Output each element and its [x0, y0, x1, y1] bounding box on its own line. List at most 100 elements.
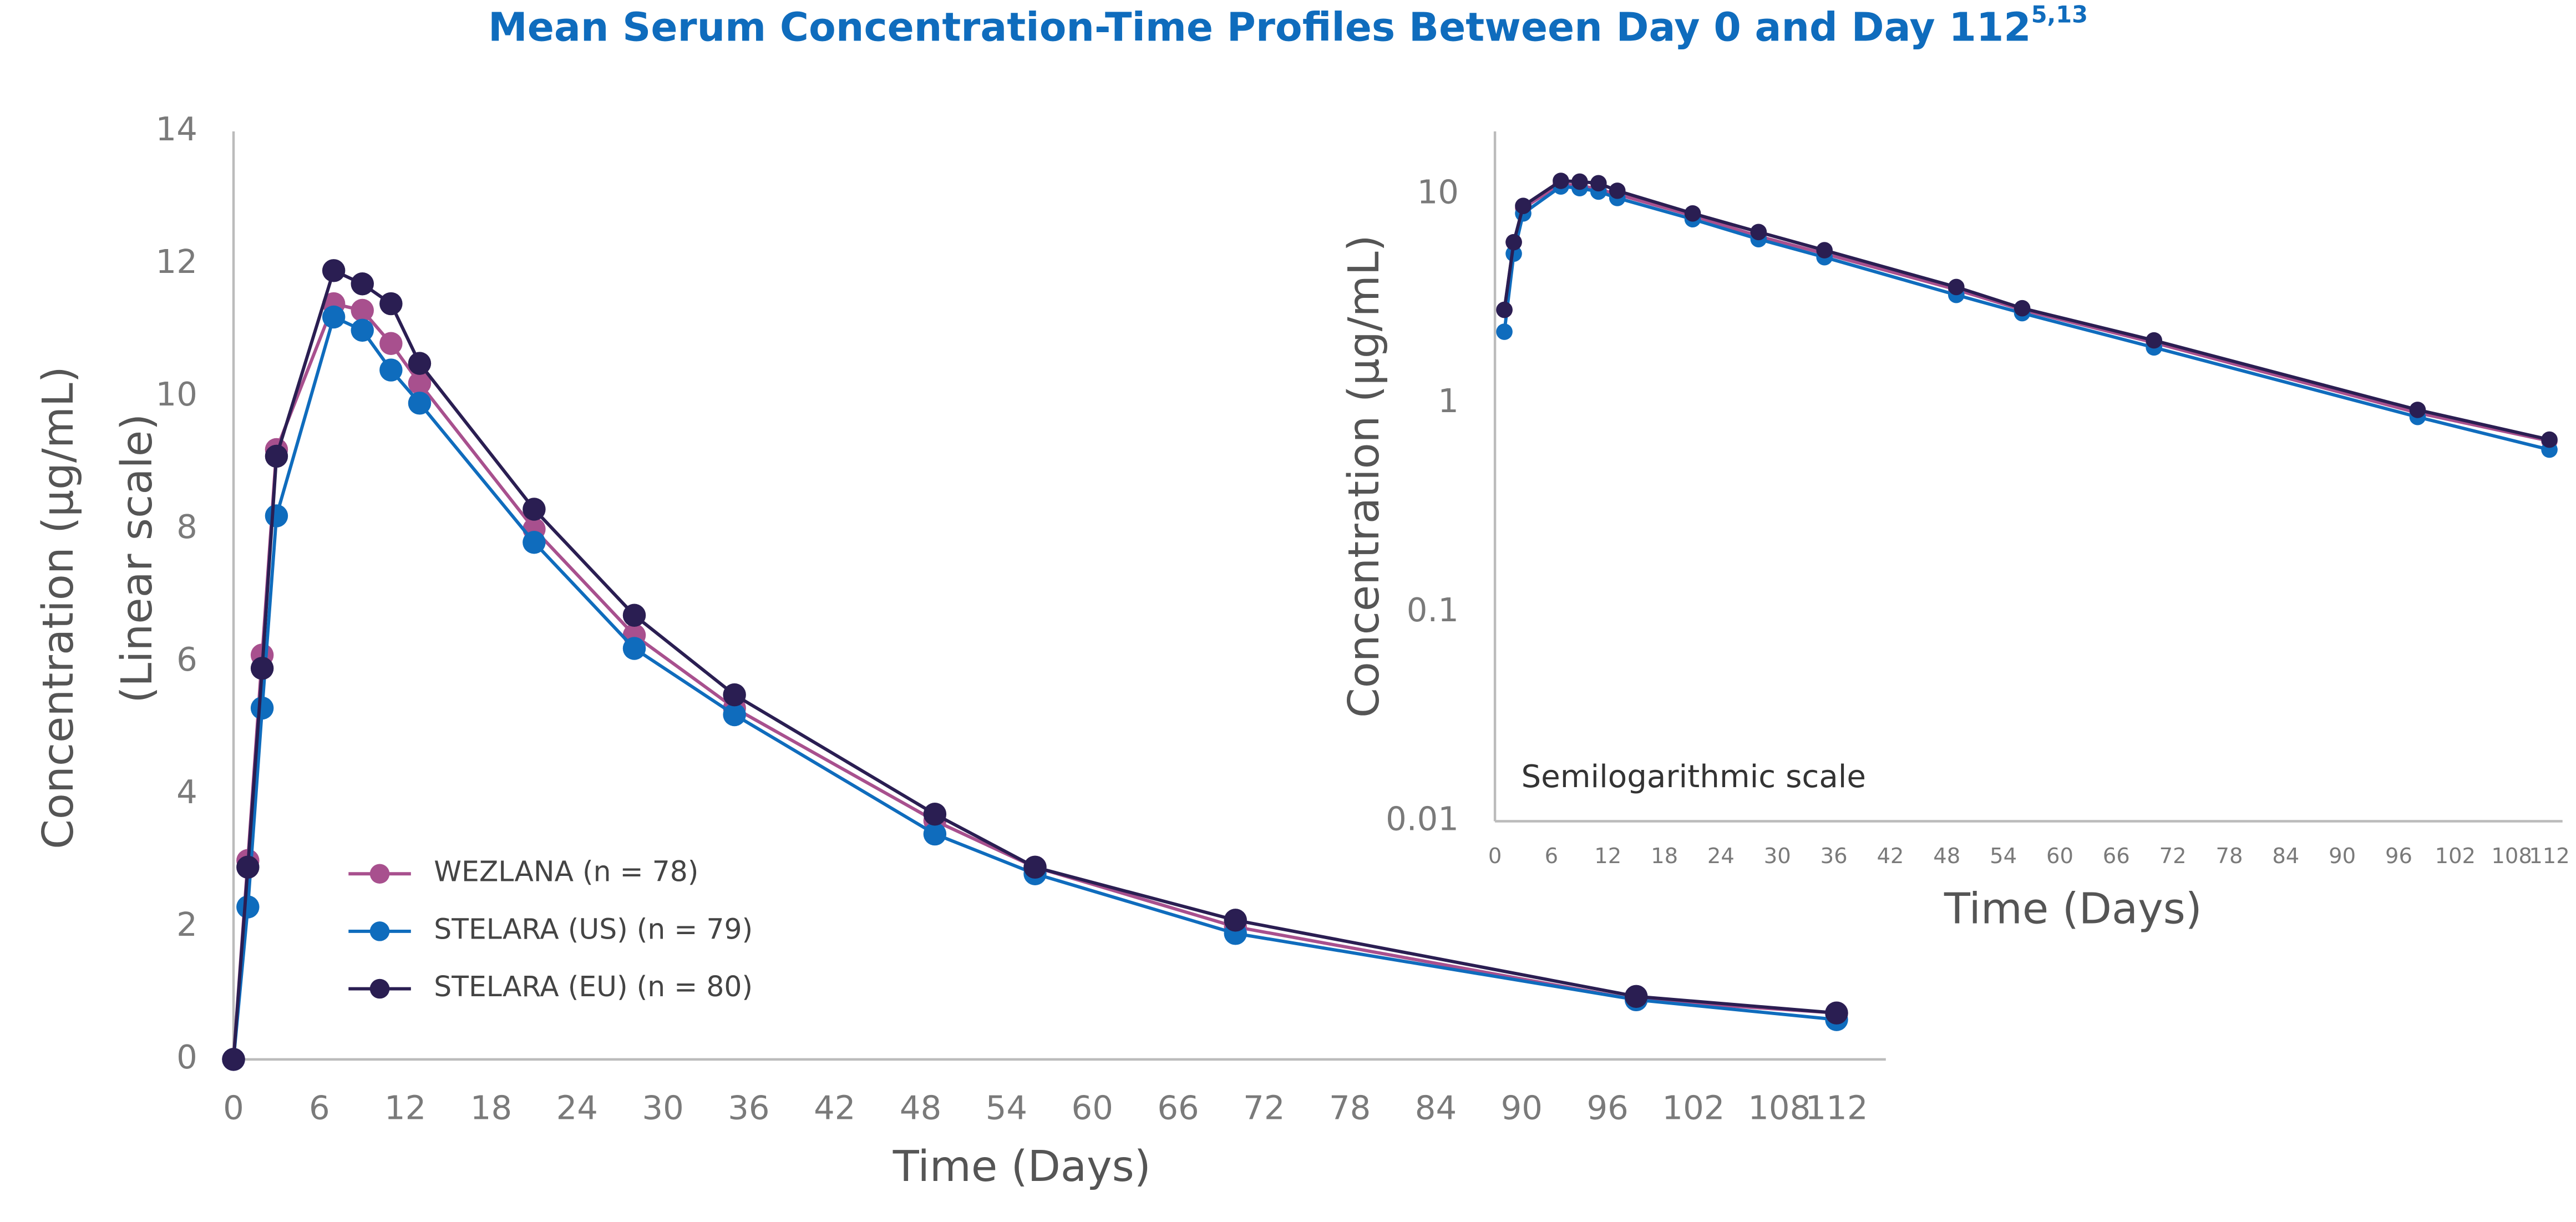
- x-tick-label: 6: [309, 1089, 330, 1127]
- x-axis-title: Time (Days): [1944, 884, 2202, 934]
- data-point: [1590, 175, 1607, 192]
- x-tick-label: 24: [556, 1089, 598, 1127]
- x-tick-label: 36: [728, 1089, 769, 1127]
- data-point: [351, 318, 374, 342]
- data-point: [622, 637, 646, 660]
- data-point: [2014, 300, 2031, 317]
- data-point: [250, 657, 274, 680]
- x-tick-label: 84: [2272, 844, 2299, 869]
- y-tick-label: 14: [156, 110, 197, 148]
- y-tick-label: 12: [156, 242, 197, 281]
- x-tick-label: 102: [2435, 844, 2476, 869]
- x-tick-label: 102: [1662, 1089, 1725, 1127]
- chart-title: Mean Serum Concentration-Time Profiles B…: [488, 2, 2088, 50]
- legend-label: STELARA (EU) (n = 80): [434, 970, 753, 1003]
- x-tick-label: 42: [814, 1089, 855, 1127]
- x-tick-label: 12: [384, 1089, 426, 1127]
- x-tick-label: 48: [1933, 844, 1960, 869]
- x-tick-label: 108: [2491, 844, 2532, 869]
- x-tick-label: 30: [642, 1089, 683, 1127]
- x-tick-label: 78: [1329, 1089, 1371, 1127]
- x-tick-label: 90: [2329, 844, 2356, 869]
- legend-label: STELARA (US) (n = 79): [434, 912, 753, 945]
- x-tick-label: 18: [1651, 844, 1678, 869]
- data-point: [1571, 173, 1588, 190]
- legend-marker: [369, 864, 390, 884]
- y-axis-title: (Linear scale): [113, 414, 162, 703]
- data-point: [723, 683, 746, 707]
- x-tick-label: 6: [1545, 844, 1559, 869]
- data-point: [250, 696, 274, 720]
- x-tick-label: 60: [1072, 1089, 1113, 1127]
- legend-label: WEZLANA (n = 78): [434, 855, 698, 888]
- data-point: [1684, 205, 1701, 222]
- data-point: [265, 504, 288, 528]
- y-tick-label: 10: [156, 375, 197, 413]
- data-point: [723, 703, 746, 727]
- data-point: [322, 305, 346, 329]
- data-point: [1750, 224, 1767, 241]
- x-tick-label: 54: [986, 1089, 1027, 1127]
- x-tick-label: 78: [2215, 844, 2243, 869]
- series-line: [232, 268, 1837, 1060]
- data-point: [2146, 332, 2163, 349]
- x-tick-label: 30: [1764, 844, 1791, 869]
- series-line: [232, 315, 1837, 1060]
- data-point: [523, 498, 546, 521]
- data-point: [1496, 323, 1513, 340]
- data-point: [222, 1048, 245, 1071]
- data-point: [1505, 234, 1522, 251]
- y-tick-label: 8: [176, 508, 197, 546]
- x-tick-label: 0: [223, 1089, 244, 1127]
- data-point: [2409, 402, 2426, 418]
- x-tick-label: 0: [1488, 844, 1502, 869]
- title-superscript: 5,13: [2031, 2, 2088, 28]
- data-point: [1023, 855, 1047, 879]
- x-tick-label: 72: [2159, 844, 2187, 869]
- x-tick-label: 36: [1821, 844, 1848, 869]
- title-text: Mean Serum Concentration-Time Profiles B…: [488, 4, 2031, 50]
- annotation: Semilogarithmic scale: [1521, 759, 1866, 795]
- data-point: [1496, 301, 1513, 318]
- x-tick-label: 42: [1877, 844, 1904, 869]
- data-point: [265, 444, 288, 468]
- x-axis-title: Time (Days): [893, 1142, 1151, 1191]
- data-point: [923, 822, 947, 846]
- data-point: [236, 855, 260, 879]
- x-tick-label: 84: [1415, 1089, 1457, 1127]
- y-tick-label: 10: [1417, 173, 1459, 211]
- y-axis-title: Concentration (µg/mL): [34, 366, 83, 849]
- data-point: [236, 895, 260, 919]
- data-point: [1948, 278, 1965, 296]
- data-point: [523, 531, 546, 554]
- x-tick-label: 96: [1586, 1089, 1628, 1127]
- x-tick-label: 60: [2046, 844, 2073, 869]
- data-point: [408, 352, 432, 375]
- data-point: [379, 358, 403, 382]
- data-point: [379, 292, 403, 316]
- data-point: [1816, 242, 1833, 258]
- data-point: [1224, 909, 1247, 932]
- series-line: [232, 302, 1837, 1060]
- data-point: [379, 332, 403, 356]
- x-tick-label: 48: [900, 1089, 941, 1127]
- data-point: [923, 802, 947, 826]
- y-tick-label: 1: [1438, 382, 1459, 420]
- data-point: [351, 272, 374, 296]
- data-point: [408, 392, 432, 415]
- x-tick-label: 24: [1707, 844, 1735, 869]
- x-tick-label: 12: [1594, 844, 1621, 869]
- x-tick-label: 66: [1157, 1089, 1199, 1127]
- x-tick-label: 112: [1805, 1089, 1868, 1127]
- y-tick-label: 2: [176, 905, 197, 944]
- x-tick-label: 66: [2103, 844, 2130, 869]
- data-point: [1625, 985, 1648, 1008]
- y-tick-label: 0.1: [1407, 591, 1459, 629]
- legend-marker: [369, 978, 390, 999]
- x-tick-label: 90: [1501, 1089, 1543, 1127]
- x-tick-label: 96: [2385, 844, 2412, 869]
- x-tick-label: 54: [1990, 844, 2017, 869]
- data-point: [1553, 173, 1569, 189]
